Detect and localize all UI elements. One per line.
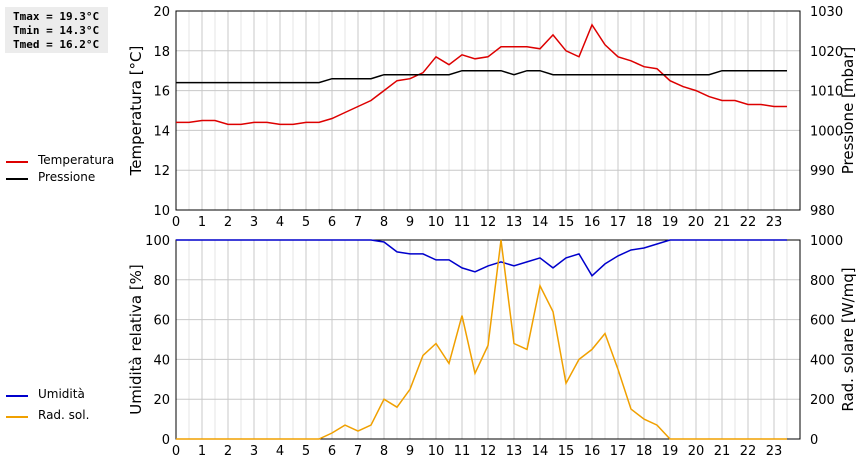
series-line-rad-sol [176,239,787,440]
x-tick-label: 16 [584,444,601,459]
x-tick-label: 3 [250,444,258,459]
y2-tick-label: 400 [810,353,835,368]
x-tick-label: 20 [688,444,705,459]
x-tick-label: 11 [454,215,471,230]
x-tick-label: 22 [740,444,757,459]
y-tick-label: 12 [153,164,170,179]
x-tick-label: 13 [506,444,523,459]
legend-swatch-pressione [6,178,28,180]
x-tick-label: 8 [380,444,388,459]
x-tick-label: 7 [354,215,362,230]
tmed-stat: Tmed = 16.2°C [13,38,100,51]
y2-tick-label: 800 [810,274,835,289]
tmax-stat: Tmax = 19.3°C [13,10,100,23]
y2-axis-title: Rad. solare [W/mq] [839,267,857,411]
x-tick-label: 23 [766,444,783,459]
y2-tick-label: 1030 [810,5,843,20]
x-tick-label: 0 [172,444,180,459]
plot-frame [175,10,801,211]
x-tick-label: 11 [454,444,471,459]
y-tick-label: 18 [153,45,170,60]
humidity-radiation-chart: 0 1 2 3 4 5 6 7 8 9 10 11 12 13 14 15 16 17 18 19 20 21 22 2302… [127,234,857,459]
y-tick-label: 80 [153,274,170,289]
x-tick-label: 8 [380,215,388,230]
legend-label-rad-sol: Rad. sol. [38,408,90,422]
y2-tick-label: 1000 [810,234,843,249]
legend-swatch-rad-sol [6,416,28,418]
x-tick-label: 6 [328,215,336,230]
x-tick-label: 18 [636,444,653,459]
x-tick-label: 3 [250,215,258,230]
x-tick-label: 17 [610,444,627,459]
y-tick-label: 40 [153,353,170,368]
y-tick-label: 20 [153,393,170,408]
x-tick-label: 14 [532,444,549,459]
legend-label-umidita: Umidità [38,387,85,401]
x-tick-label: 2 [224,215,232,230]
y2-tick-label: 1000 [810,124,843,139]
x-tick-label: 5 [302,444,310,459]
y-tick-label: 14 [153,124,170,139]
x-tick-label: 20 [688,215,705,230]
x-tick-label: 19 [662,444,679,459]
x-tick-label: 1 [198,444,206,459]
y-tick-label: 16 [153,85,170,100]
x-tick-label: 16 [584,215,601,230]
x-tick-label: 18 [636,215,653,230]
x-tick-label: 6 [328,444,336,459]
series-line-umidit [176,239,787,277]
legend-label-pressione: Pressione [38,170,96,184]
x-tick-label: 7 [354,444,362,459]
x-tick-label: 0 [172,215,180,230]
y2-tick-label: 200 [810,393,835,408]
stats-box: Tmax = 19.3°C Tmin = 14.3°C Tmed = 16.2°… [5,7,108,53]
legend-swatch-temperatura [6,161,28,163]
legend-label-temperatura: Temperatura [38,153,115,167]
x-tick-label: 12 [480,215,497,230]
y2-tick-label: 1020 [810,45,843,60]
x-tick-label: 10 [428,444,445,459]
x-tick-label: 1 [198,215,206,230]
y-tick-label: 10 [153,204,170,219]
y2-axis-title: Pressione [mbar] [839,47,857,175]
x-tick-label: 10 [428,215,445,230]
x-tick-label: 19 [662,215,679,230]
y-axis-title: Umidità relativa [%] [127,264,145,415]
x-tick-label: 22 [740,215,757,230]
y-tick-label: 60 [153,314,170,329]
temperature-pressure-chart: 0 1 2 3 4 5 6 7 8 9 10 11 12 13 14 15 16 17 18 19 20 21 22 2310… [127,5,857,230]
y-tick-label: 100 [145,234,170,249]
x-tick-label: 9 [406,215,414,230]
y2-tick-label: 1010 [810,85,843,100]
y2-tick-label: 0 [810,433,818,448]
x-tick-label: 9 [406,444,414,459]
y-axis-title: Temperatura [°C] [127,46,145,177]
x-tick-label: 2 [224,444,232,459]
y2-tick-label: 990 [810,164,835,179]
y2-tick-label: 600 [810,314,835,329]
series-line-pressione [176,69,787,84]
x-tick-label: 21 [714,444,731,459]
x-tick-label: 23 [766,215,783,230]
x-tick-label: 12 [480,444,497,459]
x-tick-label: 21 [714,215,731,230]
x-tick-label: 14 [532,215,549,230]
y-tick-label: 0 [162,433,170,448]
x-tick-label: 17 [610,215,627,230]
x-tick-label: 15 [558,444,575,459]
x-tick-label: 13 [506,215,523,230]
x-tick-label: 4 [276,444,284,459]
x-tick-label: 15 [558,215,575,230]
y2-tick-label: 980 [810,204,835,219]
plot-frame [175,239,801,440]
y-tick-label: 20 [153,5,170,20]
tmin-stat: Tmin = 14.3°C [13,24,100,37]
legend-swatch-umidita [6,395,28,397]
series-line-temperatura [176,23,787,126]
x-tick-label: 5 [302,215,310,230]
x-tick-label: 4 [276,215,284,230]
